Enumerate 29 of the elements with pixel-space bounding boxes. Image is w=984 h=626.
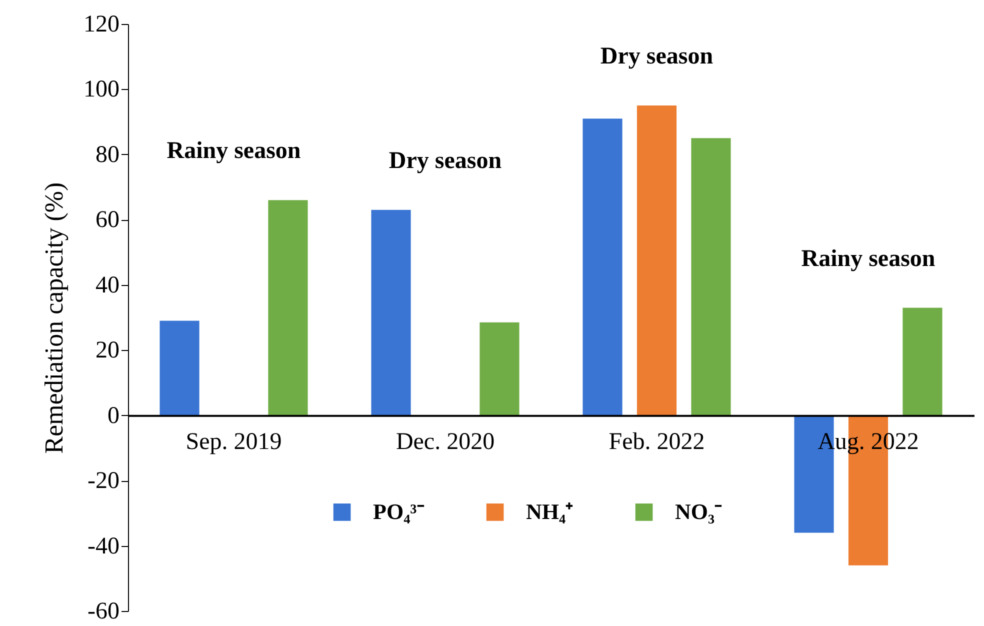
y-tick-label: -60 bbox=[88, 598, 120, 624]
bar bbox=[691, 138, 731, 416]
y-tick-label: 100 bbox=[84, 76, 120, 103]
legend-label: NH₄⁺ bbox=[526, 499, 574, 524]
x-tick-label: Sep. 2019 bbox=[186, 428, 282, 455]
y-axis-title: Remediation capacity (%) bbox=[40, 182, 68, 454]
x-tick-label: Dec. 2020 bbox=[396, 428, 495, 455]
bar bbox=[480, 322, 520, 416]
bar bbox=[636, 106, 677, 416]
y-tick-label: 40 bbox=[96, 272, 120, 298]
bar bbox=[582, 118, 622, 416]
y-tick-label: 0 bbox=[108, 402, 120, 429]
y-tick-label: -20 bbox=[88, 468, 120, 494]
bar bbox=[902, 308, 942, 416]
x-tick-label: Feb. 2022 bbox=[608, 428, 705, 455]
annotation: Rainy season bbox=[166, 138, 301, 164]
annotation: Rainy season bbox=[801, 246, 936, 272]
y-tick-label: -40 bbox=[88, 533, 120, 560]
bar bbox=[268, 200, 308, 416]
y-tick-label: 80 bbox=[96, 142, 120, 168]
y-tick-label: 120 bbox=[84, 12, 120, 38]
annotation: Dry season bbox=[388, 148, 502, 174]
legend-label: NO₃⁻ bbox=[675, 499, 723, 524]
y-tick-label: 20 bbox=[96, 338, 120, 364]
annotation: Dry season bbox=[600, 44, 714, 70]
y-tick-label: 60 bbox=[96, 207, 120, 234]
bar bbox=[371, 210, 411, 416]
bar bbox=[160, 320, 200, 416]
legend-label: PO₄³⁻ bbox=[373, 499, 425, 524]
